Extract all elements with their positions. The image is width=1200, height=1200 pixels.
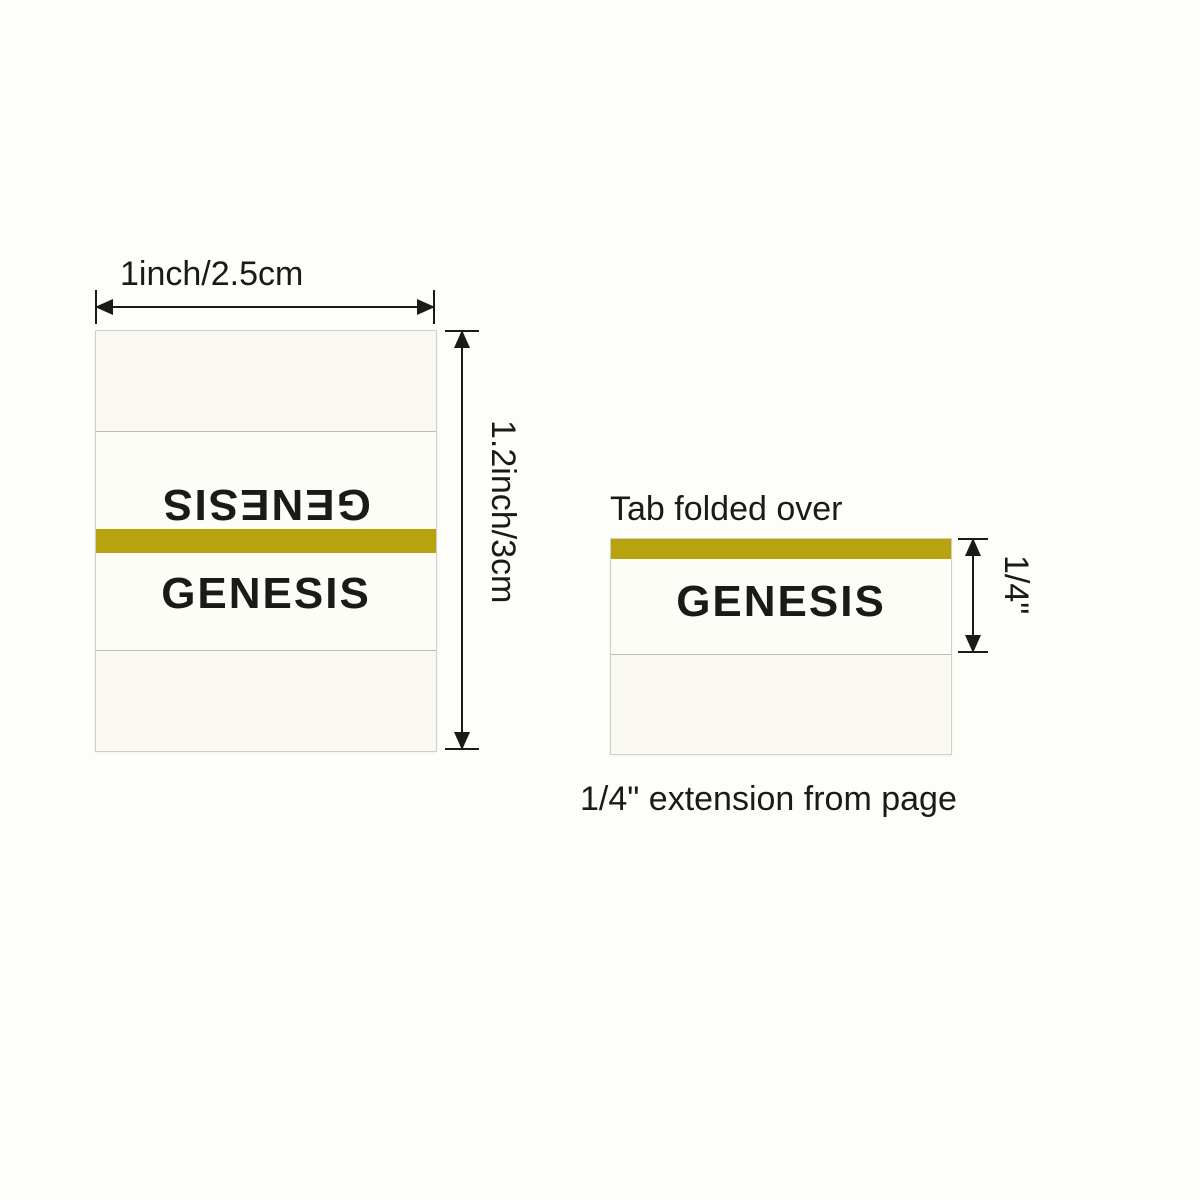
blank-band-top [96,331,436,432]
fold-height-dimension-arrow [972,540,974,651]
width-dimension-label: 1inch/2.5cm [120,255,303,294]
fold-height-dimension-label: 1/4" [996,555,1035,614]
extension-caption: 1/4" extension from page [580,780,957,819]
width-dimension-arrow [97,306,433,308]
unfolded-tab: GENESIS GENESIS [95,330,437,752]
height-dimension-arrow [461,332,463,748]
blank-band [611,655,951,754]
tab-label: GENESIS [96,569,436,619]
folded-title: Tab folded over [610,490,843,529]
height-dimension-label: 1.2inch/3cm [483,420,522,603]
diagram-canvas: GENESIS GENESIS 1inch/2.5cm 1.2inch/3cm … [0,0,1200,1200]
tab-label: GENESIS [611,577,951,627]
color-stripe [611,539,951,559]
color-stripe [96,529,436,553]
tab-label-reversed: GENESIS [96,479,436,529]
blank-band-bottom [96,650,436,751]
folded-tab: GENESIS [610,538,952,755]
